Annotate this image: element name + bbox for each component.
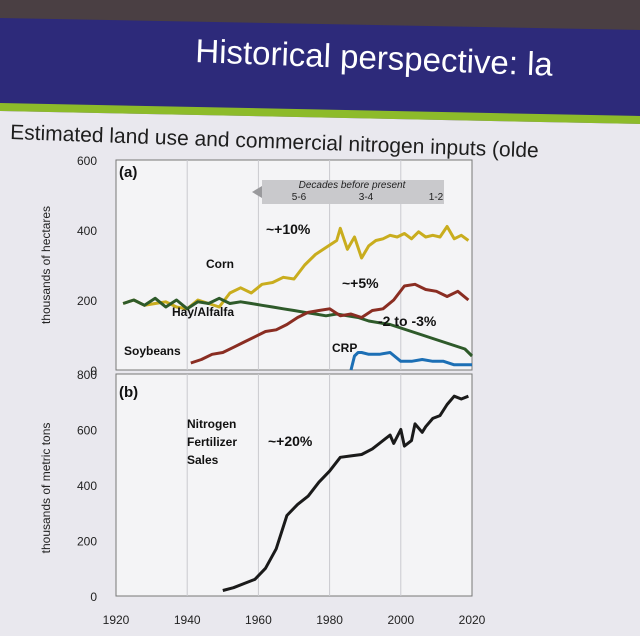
xtick-label-2020: 2020 (459, 613, 486, 627)
series-label-corn: Corn (206, 257, 234, 271)
panel-a-series (122, 225, 474, 371)
ytick-label-800: 800 (77, 368, 97, 382)
slide-header-band (0, 0, 640, 118)
decades-arrow-icon (252, 186, 262, 198)
ylabel-b: thousands of metric tons (39, 423, 53, 554)
series-line-crp (349, 351, 472, 371)
ytick-label-400: 400 (77, 479, 97, 493)
annotation-corn-change: ~+10% (266, 221, 311, 237)
annotation-hay-change: -2 to -3% (378, 313, 437, 329)
panel-a-label: (a) (119, 164, 137, 181)
xtick-label-1940: 1940 (174, 613, 201, 627)
ytick-label-0: 0 (90, 590, 97, 604)
ylabel-a: thousands of hectares (39, 206, 53, 324)
annotation-soy-change: ~+5% (342, 275, 379, 291)
decades-group-2: 3-4 (359, 192, 374, 203)
series-line-hay-alfalfa (122, 296, 474, 358)
panel-a: Decades before present 5-6 3-4 1-2 (a) C… (39, 154, 474, 378)
panel-b-grid (186, 374, 402, 596)
x-axis-ticks: 1920 1940 1960 1980 2000 2020 (103, 613, 486, 627)
ytick-label-0: 0 (90, 364, 97, 378)
ytick-label-600: 600 (77, 154, 97, 168)
panel-b-series (222, 394, 469, 592)
annotation-nitrogen-change: ~+20% (268, 433, 313, 449)
panel-b-yticks: 0 200 400 600 800 (77, 368, 97, 604)
series-label-hay-alfalfa: Hay/Alfalfa (172, 305, 234, 319)
series-label-crp: CRP (332, 341, 357, 355)
decades-group-1: 5-6 (292, 192, 307, 203)
xtick-label-1960: 1960 (245, 613, 272, 627)
series-label-soybeans: Soybeans (124, 344, 181, 358)
series-label-nitrogen-1: Nitrogen (187, 417, 236, 431)
decades-banner (262, 180, 444, 204)
series-label-nitrogen-3: Sales (187, 453, 219, 467)
accent-bar (0, 103, 640, 124)
decades-group-3: 1-2 (429, 192, 444, 203)
series-line-nitrogen-fertilizer-sales (222, 394, 469, 592)
xtick-label-1920: 1920 (103, 613, 130, 627)
xtick-label-1980: 1980 (316, 613, 343, 627)
panel-a-yticks: 0 200 400 600 (77, 154, 97, 378)
ytick-label-400: 400 (77, 224, 97, 238)
xtick-label-2000: 2000 (387, 613, 414, 627)
series-label-nitrogen-2: Fertilizer (187, 435, 237, 449)
panel-b: (b) Nitrogen Fertilizer Sales ~+20% thou… (39, 368, 486, 627)
panel-b-frame (115, 373, 473, 597)
ytick-label-200: 200 (77, 294, 97, 308)
decades-banner-title: Decades before present (299, 180, 407, 191)
slide-top-strip (0, 0, 640, 30)
ytick-label-600: 600 (77, 424, 97, 438)
series-line-soybeans (190, 282, 470, 365)
panel-b-label: (b) (119, 384, 138, 401)
ytick-label-200: 200 (77, 535, 97, 549)
